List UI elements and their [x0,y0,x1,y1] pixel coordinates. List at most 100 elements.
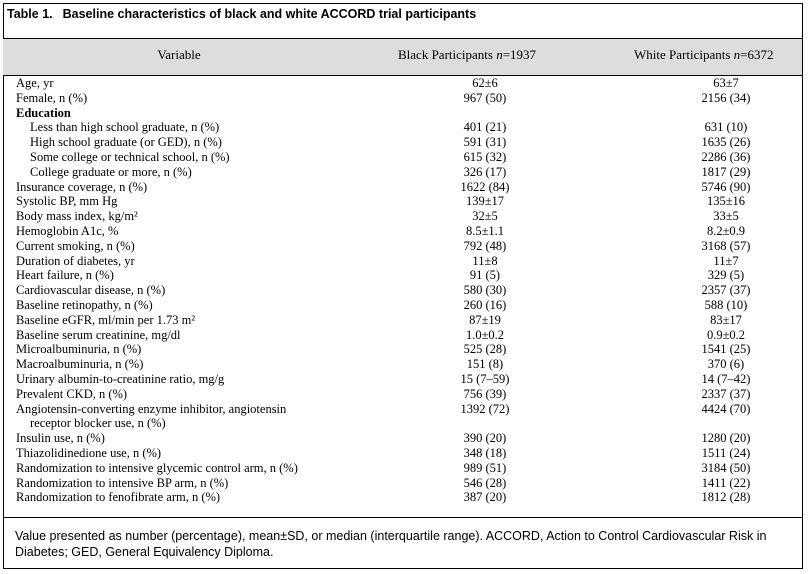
cell-black: 967 (50) [463,90,507,105]
cell-white: 2337 (37) [701,386,751,401]
cell-black: 15 (7–59) [460,371,510,386]
table-row: High school graduate (or GED), n (%) 591 … [16,135,796,150]
row-variable: Body mass index, kg/m² [16,209,138,224]
row-variable: Baseline serum creatinine, mg/dl [16,327,181,342]
table-row: Female, n (%) 967 (50) 2156 (34) [16,91,796,106]
table-row: Thiazolidinedione use, n (%) 348 (18) 1511… [16,446,796,461]
row-variable: Randomization to intensive BP arm, n (%) [16,475,229,490]
cell-black: 1622 (84) [460,179,510,194]
table-row: Insurance coverage, n (%) 1622 (84) 5746 (… [16,180,796,195]
cell-black: 591 (31) [463,135,507,150]
row-variable: Cardiovascular disease, n (%) [16,283,166,298]
cell-black: 348 (18) [463,445,507,460]
row-variable: Duration of diabetes, yr [16,253,135,268]
row-variable: Randomization to intensive glycemic cont… [16,460,298,475]
cell-black: 1392 (72) [460,401,510,416]
table-footnote: Value presented as number (percentage), … [15,529,767,559]
row-variable: Hemoglobin A1c, % [16,223,119,238]
cell-white: 1812 (28) [701,490,751,505]
row-variable: Urinary albumin-to-creatinine ratio, mg/… [16,371,225,386]
cell-black: 151 (8) [466,357,504,372]
cell-white: 588 (10) [704,297,748,312]
row-variable: Randomization to fenofibrate arm, n (%) [16,490,221,505]
table-row: Hemoglobin A1c, % 8.5±1.1 8.2±0.9 [16,224,796,239]
cell-black: 792 (48) [463,238,507,253]
table-label: Table 1. [7,7,53,21]
cell-white: 631 (10) [704,120,748,135]
cell-black: 8.5±1.1 [465,223,505,238]
cell-white: 2286 (36) [701,149,751,164]
cell-black: 525 (28) [463,342,507,357]
cell-white: 5746 (90) [701,179,751,194]
table-caption: Table 1. Baseline characteristics of blac… [7,7,476,21]
cell-white: 1817 (29) [701,164,751,179]
cell-white: 1280 (20) [701,431,751,446]
table-row: Current smoking, n (%) 792 (48) 3168 (57) [16,239,796,254]
cell-black: 401 (21) [463,120,507,135]
cell-white: 1411 (22) [701,475,751,490]
cell-white: 63±7 [713,76,739,90]
cell-black: 32±5 [472,209,498,224]
cell-black: 387 (20) [463,490,507,505]
row-variable: Insulin use, n (%) [16,431,105,446]
footer-divider [3,517,802,518]
table-row: Angiotensin-converting enzyme inhibitor,… [16,402,796,432]
cell-white: 83±17 [710,312,742,327]
row-variable: High school graduate (or GED), n (%) [30,135,222,150]
table-row: Systolic BP, mm Hg 139±17 135±16 [16,194,796,209]
table-title: Baseline characteristics of black and wh… [62,7,477,21]
cell-white: 0.9±0.2 [706,327,746,342]
cell-white: 3184 (50) [701,460,751,475]
row-variable: Less than high school graduate, n (%) [30,120,220,135]
table-row: Randomization to intensive BP arm, n (%)… [16,476,796,491]
row-variable: Macroalbuminuria, n (%) [16,357,144,372]
table-row: Body mass index, kg/m² 32±5 33±5 [16,209,796,224]
cell-white: 1511 (24) [701,445,751,460]
table-row: Education [16,106,796,121]
table-row: Microalbuminuria, n (%) 525 (28) 1541 (25) [16,342,796,357]
row-variable: Prevalent CKD, n (%) [16,386,128,401]
cell-black: 1.0±0.2 [465,327,505,342]
row-variable: Age, yr [16,76,54,90]
cell-white: 2156 (34) [701,90,751,105]
cell-black: 11±8 [472,253,498,268]
table-frame [3,3,803,569]
cell-black: 260 (16) [463,297,507,312]
cell-black: 62±6 [472,76,498,90]
cell-white: 14 (7–42) [701,371,751,386]
row-variable: Heart failure, n (%) [16,268,114,283]
header-black-participants: Black Participants n=1937 [398,47,537,62]
cell-white: 2357 (37) [701,283,751,298]
cell-black: 756 (39) [463,386,507,401]
table-row: Insulin use, n (%) 390 (20) 1280 (20) [16,431,796,446]
row-variable: Angiotensin-converting enzyme inhibitor,… [16,402,436,432]
table-header-band [3,38,802,76]
cell-white: 4424 (70) [701,401,751,416]
cell-white: 1541 (25) [701,342,751,357]
table-row: Baseline serum creatinine, mg/dl 1.0±0.2 0… [16,328,796,343]
cell-black: 139±17 [465,194,505,209]
row-variable-line1: Angiotensin-converting enzyme inhibitor,… [16,401,287,416]
table-row: Prevalent CKD, n (%) 756 (39) 2337 (37) [16,387,796,402]
row-variable: Baseline retinopathy, n (%) [16,297,153,312]
cell-white: 135±16 [706,194,746,209]
cell-white: 370 (6) [707,357,745,372]
cell-white: 11±7 [713,253,739,268]
header-variable: Variable [157,47,201,62]
section-heading: Education [16,105,71,120]
table-row: Heart failure, n (%) 91 (5) 329 (5) [16,268,796,283]
table-row: Baseline eGFR, ml/min per 1.73 m² 87±19 83… [16,313,796,328]
row-variable: Current smoking, n (%) [16,238,135,253]
row-variable: Insurance coverage, n (%) [16,179,148,194]
cell-black: 546 (28) [463,475,507,490]
cell-black: 87±19 [469,312,501,327]
cell-black: 580 (30) [463,283,507,298]
table-body: Age, yr 62±6 63±7 Female, n (%) 967 (50) 2156… [16,76,796,505]
cell-black: 390 (20) [463,431,507,446]
cell-white: 3168 (57) [701,238,751,253]
table-row: Duration of diabetes, yr 11±8 11±7 [16,254,796,269]
table-row: Randomization to fenofibrate arm, n (%) 3… [16,490,796,505]
cell-white: 329 (5) [707,268,745,283]
row-variable: Thiazolidinedione use, n (%) [16,445,162,460]
header-white-participants: White Participants n=6372 [634,47,774,62]
